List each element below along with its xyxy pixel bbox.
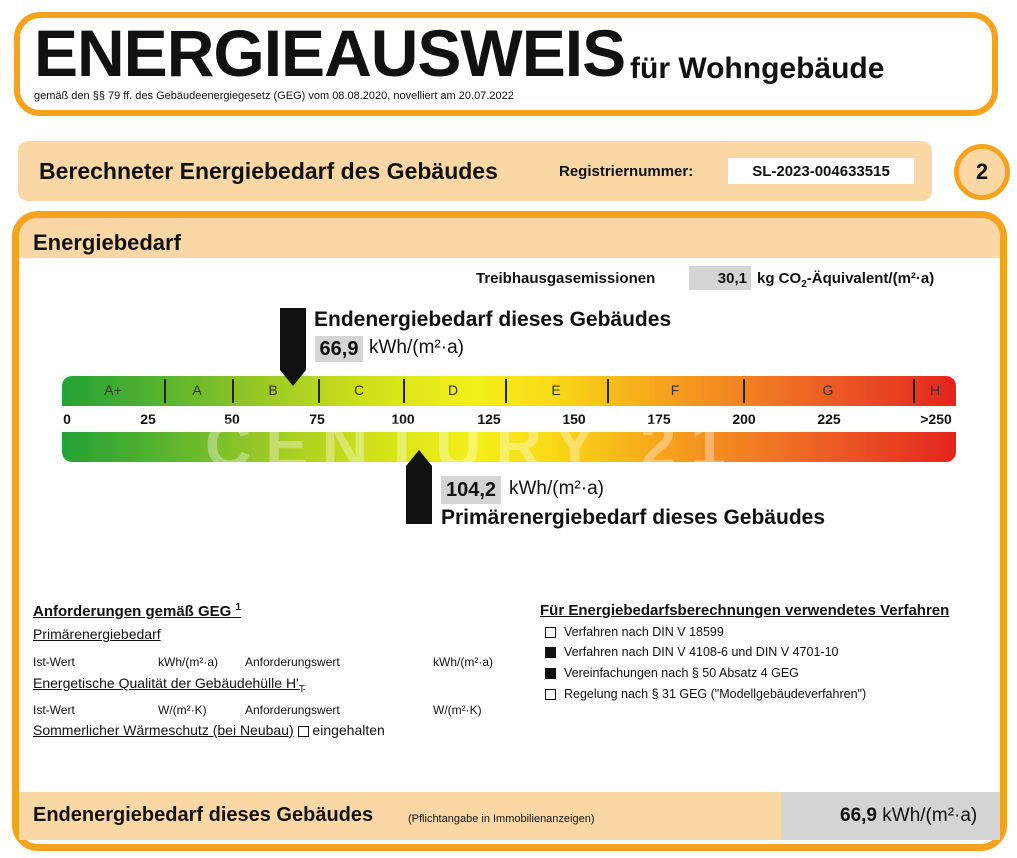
procedure-item: Verfahren nach DIN V 4108-6 und DIN V 47… [545,645,838,659]
registration-number: SL-2023-004633515 [728,158,914,184]
class-label: G [822,382,834,398]
energy-scale-classes [62,376,956,406]
procedure-label: Verfahren nach DIN V 18599 [564,625,724,639]
summary-note: (Pflichtangabe in Immobilienanzeigen) [408,813,595,825]
scale-tick: 100 [391,411,415,427]
procedure-checkbox[interactable] [545,626,556,638]
class-label: F [670,382,680,398]
ghg-label: Treibhausgasemissionen [476,270,656,287]
scale-tick: >250 [920,411,952,427]
procedure-checkbox[interactable] [545,667,556,679]
summer-protection-row: Sommerlicher Wärmeschutz (bei Neubau) ei… [33,722,385,738]
primary-energy-marker [406,466,432,524]
requirements-envelope-quality: Energetische Qualität der Gebäudehülle H… [33,675,305,695]
summer-protection-label: Sommerlicher Wärmeschutz (bei Neubau) [33,722,294,738]
final-energy-unit: kWh/(m²·a) [369,337,464,358]
scale-tick: 225 [817,411,841,427]
final-energy-summary-bar [19,792,781,840]
energy-scale-bottom [62,432,956,462]
class-label: A+ [104,382,122,398]
procedure-checkbox[interactable] [545,688,556,700]
page-number-badge: 2 [954,144,1010,200]
final-energy-value: 66,9 [315,336,363,362]
class-label: A [192,382,202,398]
class-separator [232,379,234,403]
final-energy-title: Endenergiebedarf dieses Gebäudes [314,308,672,331]
registration-label: Registriernummer: [559,163,694,180]
energy-demand-frame [12,211,1007,851]
class-separator [505,379,507,403]
summer-protection-checkbox[interactable] [297,725,309,737]
class-label: D [447,382,459,398]
procedure-checkbox[interactable] [545,646,556,658]
primary-actual-label: Ist-Wert [33,655,75,669]
class-separator [403,379,405,403]
ghg-unit: kg CO2-Äquivalent/(m²·a) [757,270,935,290]
certificate-subtitle: für Wohngebäude [630,52,885,85]
procedure-label: Verfahren nach DIN V 4108-6 und DIN V 47… [564,645,839,659]
procedure-label: Regelung nach § 31 GEG ("Modellgebäudeve… [564,687,867,701]
section-title: Berechneter Energiebedarf des Gebäudes [39,158,498,184]
summer-protection-status: eingehalten [312,722,385,738]
scale-tick: 50 [224,411,240,427]
final-energy-marker-arrow [280,370,306,386]
energy-scale-ticks [62,406,956,432]
energy-demand-title: Energiebedarf [33,230,181,255]
primary-required-unit: kWh/(m²·a) [433,655,493,669]
requirements-primary-energy: Primärenergiebedarf [33,626,161,642]
primary-actual-unit: kWh/(m²·a) [158,655,218,669]
certificate-header [14,12,998,116]
summary-title: Endenergiebedarf dieses Gebäudes [33,804,374,826]
scale-tick: 125 [477,411,501,427]
certificate-title: ENERGIEAUSWEIS [34,16,626,90]
scale-tick: 150 [562,411,586,427]
class-label: B [268,382,278,398]
scale-tick: 175 [647,411,671,427]
final-energy-summary-value-box [781,792,1000,840]
energy-demand-header [19,218,1000,258]
scale-tick: 75 [309,411,325,427]
century21-watermark: CENTURY 21® [205,409,751,482]
requirements-heading: Anforderungen gemäß GEG 1 [33,602,242,620]
scale-tick: 200 [732,411,756,427]
scale-tick: 0 [63,411,71,427]
class-separator [318,379,320,403]
primary-required-label: Anforderungswert [245,655,340,669]
class-separator [743,379,745,403]
ghg-value: 30,1 [689,266,751,290]
primary-energy-marker-arrow [406,450,432,466]
envelope-actual-label: Ist-Wert [33,703,75,717]
procedure-heading: Für Energiebedarfsberechnungen verwendet… [540,602,950,619]
class-separator [913,379,915,403]
class-label: H [929,382,941,398]
summary-value: 66,9 kWh/(m²·a) [840,805,978,826]
procedure-item: Regelung nach § 31 GEG ("Modellgebäudeve… [545,687,866,701]
primary-energy-title: Primärenergiebedarf dieses Gebäudes [441,506,825,529]
class-separator [164,379,166,403]
envelope-required-label: Anforderungswert [245,703,340,717]
scale-tick: 25 [140,411,156,427]
procedure-item: Vereinfachungen nach § 50 Absatz 4 GEG [545,666,799,680]
class-separator [607,379,609,403]
legal-basis-text: gemäß den §§ 79 ff. des Gebäudeenergiege… [34,90,514,102]
primary-energy-value: 104,2 [441,476,501,504]
final-energy-marker [280,308,306,370]
class-label: C [353,382,365,398]
procedure-item: Verfahren nach DIN V 18599 [545,625,724,639]
class-label: E [551,382,561,398]
envelope-required-unit: W/(m²·K) [433,703,482,717]
primary-energy-unit: kWh/(m²·a) [509,478,604,499]
procedure-label: Vereinfachungen nach § 50 Absatz 4 GEG [564,666,799,680]
envelope-actual-unit: W/(m²·K) [158,703,207,717]
